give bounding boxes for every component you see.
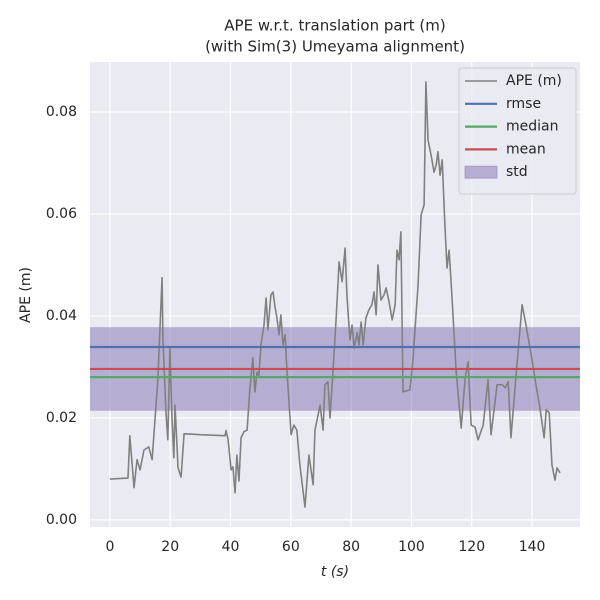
legend-label: mean — [506, 141, 546, 157]
legend-label: APE (m) — [506, 73, 562, 89]
y-tick-label: 0.06 — [46, 206, 77, 222]
legend-label: rmse — [506, 96, 541, 112]
y-axis-label: APE (m) — [18, 267, 34, 323]
x-tick-label: 40 — [222, 539, 240, 555]
x-tick-label: 80 — [342, 539, 360, 555]
y-tick-label: 0.02 — [46, 410, 77, 426]
x-tick-label: 0 — [105, 539, 114, 555]
x-tick-label: 100 — [398, 539, 425, 555]
x-tick-label: 60 — [282, 539, 300, 555]
data-line — [109, 81, 561, 508]
legend-label: std — [506, 164, 528, 180]
x-tick-label: 120 — [458, 539, 485, 555]
x-axis-label: t (s) — [321, 564, 349, 580]
legend-box — [458, 67, 577, 195]
y-tick-label: 0.04 — [46, 308, 77, 324]
legend-swatch — [464, 165, 498, 179]
chart-subtitle: (with Sim(3) Umeyama alignment) — [205, 38, 465, 56]
y-tick-label: 0.08 — [46, 104, 77, 120]
x-tick-label: 140 — [519, 539, 546, 555]
chart-title: APE w.r.t. translation part (m) — [224, 17, 445, 35]
legend-label: median — [506, 119, 558, 135]
x-tick-label: 20 — [161, 539, 179, 555]
y-tick-label: 0.00 — [46, 512, 77, 528]
